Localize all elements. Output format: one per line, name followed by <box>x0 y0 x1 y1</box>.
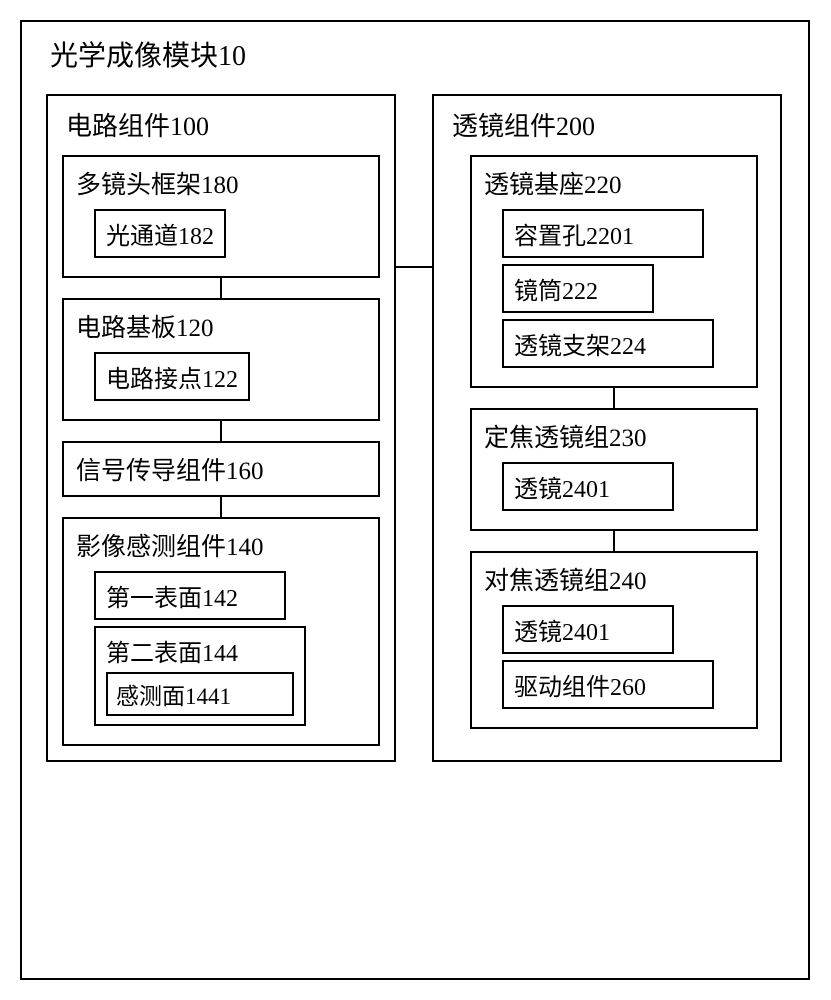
connector-v <box>62 421 380 441</box>
lens-component-title: 透镜组件200 <box>452 106 766 143</box>
connector-line <box>613 531 615 551</box>
right-stack: 透镜基座220 容置孔2201 镜筒222 透镜支架224 定焦透镜组230 透… <box>448 155 766 729</box>
first-surface-subblock: 第一表面142 <box>94 571 286 620</box>
lens-2401-b-subblock: 透镜2401 <box>502 605 674 654</box>
signal-conduction-title: 信号传导组件160 <box>76 451 366 487</box>
lens-barrel-subblock: 镜筒222 <box>502 264 654 313</box>
multi-lens-frame-block: 多镜头框架180 光通道182 <box>62 155 380 278</box>
module-container: 光学成像模块10 电路组件100 多镜头框架180 光通道182 电路基板120… <box>20 20 810 980</box>
circuit-component-column: 电路组件100 多镜头框架180 光通道182 电路基板120 电路接点122 … <box>46 94 396 762</box>
receiving-hole-subblock: 容置孔2201 <box>502 209 704 258</box>
focus-lens-title: 对焦透镜组240 <box>484 561 744 597</box>
lens-bracket-subblock: 透镜支架224 <box>502 319 714 368</box>
fixed-focus-lens-title: 定焦透镜组230 <box>484 418 744 454</box>
connector-v <box>470 388 758 408</box>
lens-2401-a-subblock: 透镜2401 <box>502 462 674 511</box>
circuit-substrate-block: 电路基板120 电路接点122 <box>62 298 380 421</box>
circuit-component-title: 电路组件100 <box>66 106 380 143</box>
sensing-surface-subblock: 感测面1441 <box>106 672 294 716</box>
circuit-contact-subblock: 电路接点122 <box>94 352 250 401</box>
light-channel-subblock: 光通道182 <box>94 209 226 258</box>
connector-line <box>220 497 222 517</box>
module-title: 光学成像模块10 <box>50 34 784 74</box>
circuit-substrate-title: 电路基板120 <box>76 308 366 344</box>
connector-line <box>613 388 615 408</box>
connector-v <box>62 497 380 517</box>
second-surface-label: 第二表面144 <box>106 641 238 667</box>
left-stack: 多镜头框架180 光通道182 电路基板120 电路接点122 信号传导组件16… <box>62 155 380 746</box>
image-sensing-title: 影像感测组件140 <box>76 527 366 563</box>
focus-lens-block: 对焦透镜组240 透镜2401 驱动组件260 <box>470 551 758 729</box>
lens-component-column: 透镜组件200 透镜基座220 容置孔2201 镜筒222 透镜支架224 定焦… <box>432 94 782 762</box>
horizontal-connector <box>396 266 432 268</box>
connector-line <box>220 421 222 441</box>
drive-component-subblock: 驱动组件260 <box>502 660 714 709</box>
connector-v <box>62 278 380 298</box>
columns-wrapper: 电路组件100 多镜头框架180 光通道182 电路基板120 电路接点122 … <box>46 94 784 762</box>
second-surface-subblock: 第二表面144 感测面1441 <box>94 626 306 726</box>
multi-lens-frame-title: 多镜头框架180 <box>76 165 366 201</box>
connector-line <box>220 278 222 298</box>
image-sensing-block: 影像感测组件140 第一表面142 第二表面144 感测面1441 <box>62 517 380 746</box>
signal-conduction-block: 信号传导组件160 <box>62 441 380 497</box>
connector-v <box>470 531 758 551</box>
fixed-focus-lens-block: 定焦透镜组230 透镜2401 <box>470 408 758 531</box>
lens-base-title: 透镜基座220 <box>484 165 744 201</box>
lens-base-block: 透镜基座220 容置孔2201 镜筒222 透镜支架224 <box>470 155 758 388</box>
